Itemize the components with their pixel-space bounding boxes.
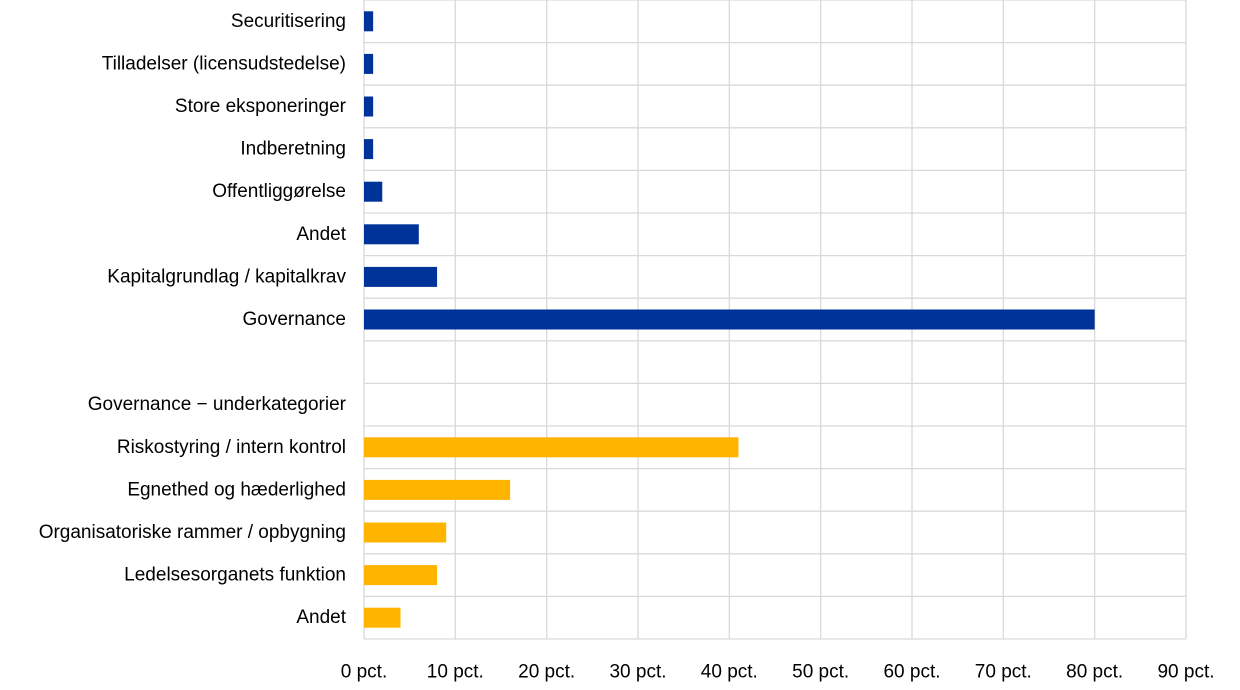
- category-label: Governance − underkategorier: [88, 394, 347, 415]
- x-tick-label: 40 pct.: [701, 662, 758, 683]
- bars: [364, 11, 1095, 628]
- bar-sub: [364, 607, 401, 628]
- bar-main: [364, 266, 438, 287]
- x-tick-label: 20 pct.: [518, 662, 575, 683]
- category-label: Store eksponeringer: [175, 96, 347, 117]
- category-label: Securitisering: [231, 11, 346, 32]
- bar-sub: [364, 479, 511, 500]
- category-label: Riskostyring / intern kontrol: [117, 437, 346, 458]
- bar-main: [364, 11, 374, 32]
- category-label: Andet: [296, 224, 346, 245]
- category-label: Ledelsesorganets funktion: [124, 565, 346, 586]
- bar-main: [364, 96, 374, 117]
- x-tick-label: 50 pct.: [792, 662, 849, 683]
- x-tick-label: 60 pct.: [883, 662, 940, 683]
- x-tick-label: 90 pct.: [1157, 662, 1214, 683]
- x-tick-label: 70 pct.: [975, 662, 1032, 683]
- category-labels: Securitisering Tilladelser (licensudstede…: [39, 11, 347, 628]
- category-label: Organisatoriske rammer / opbygning: [39, 522, 346, 543]
- bar-sub: [364, 565, 438, 586]
- bar-main: [364, 309, 1095, 330]
- x-axis-tick-labels: 0 pct. 10 pct. 20 pct. 30 pct. 40 pct. 50 pct…: [341, 662, 1215, 683]
- bar-main: [364, 53, 374, 74]
- category-label: Andet: [296, 607, 346, 628]
- category-label: Governance: [242, 309, 346, 330]
- x-tick-label: 10 pct.: [427, 662, 484, 683]
- x-tick-label: 80 pct.: [1066, 662, 1123, 683]
- bar-main: [364, 224, 419, 245]
- category-label: Kapitalgrundlag / kapitalkrav: [107, 266, 346, 287]
- category-label: Indberetning: [240, 139, 346, 160]
- category-label: Egnethed og hæderlighed: [127, 479, 346, 500]
- x-tick-label: 0 pct.: [341, 662, 387, 683]
- x-tick-label: 30 pct.: [609, 662, 666, 683]
- category-label: Offentliggørelse: [212, 181, 346, 202]
- bar-main: [364, 139, 374, 160]
- bar-main: [364, 181, 383, 202]
- bar-sub: [364, 437, 739, 458]
- category-label: Tilladelser (licensudstedelse): [102, 53, 346, 74]
- bar-sub: [364, 522, 447, 543]
